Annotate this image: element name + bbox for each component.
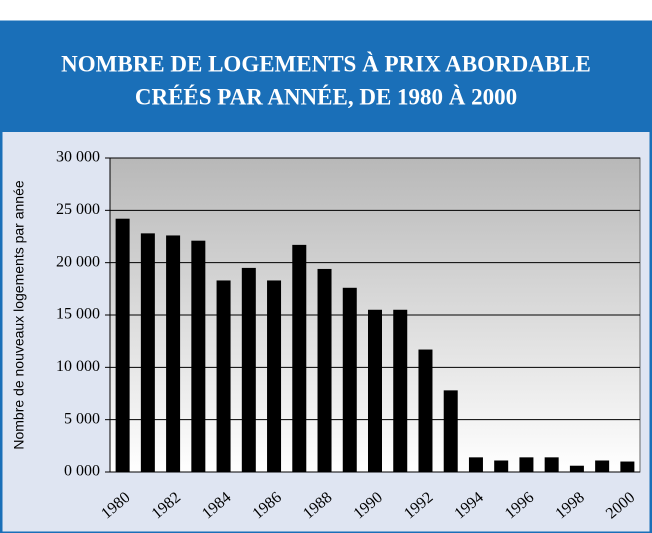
bar [368, 309, 382, 472]
y-tick-label: 10 000 [56, 358, 100, 375]
y-tick-label: 20 000 [56, 253, 100, 270]
bar [393, 309, 408, 472]
chart-title: NOMBRE DE LOGEMENTS À PRIX ABORDABLE [61, 51, 591, 76]
bar [595, 460, 610, 472]
frame [0, 20, 652, 533]
chart-subtitle: CRÉÉS PAR ANNÉE, DE 1980 À 2000 [135, 84, 517, 109]
header [0, 22, 652, 132]
bar [620, 461, 635, 472]
bar [317, 268, 332, 472]
bar [115, 218, 130, 472]
y-axis-label: Nombre de nouveaux logements par année [11, 180, 27, 450]
y-tick-label: 30 000 [56, 149, 100, 166]
bar [494, 460, 509, 472]
bar [569, 465, 584, 472]
bar [166, 235, 181, 472]
bar [241, 267, 256, 472]
bar [544, 457, 559, 472]
y-tick-label: 15 000 [56, 306, 100, 323]
y-tick-label: 5 000 [64, 410, 100, 427]
bar [267, 280, 282, 472]
bar [418, 349, 433, 472]
bar [216, 280, 231, 472]
bar [191, 240, 206, 472]
bar [443, 390, 458, 472]
y-tick-label: 25 000 [56, 201, 100, 218]
bar [342, 287, 357, 472]
bar [292, 244, 307, 472]
y-tick-label: 0 000 [64, 463, 100, 480]
bar [140, 233, 155, 472]
bar [468, 457, 483, 472]
bar [519, 457, 534, 472]
